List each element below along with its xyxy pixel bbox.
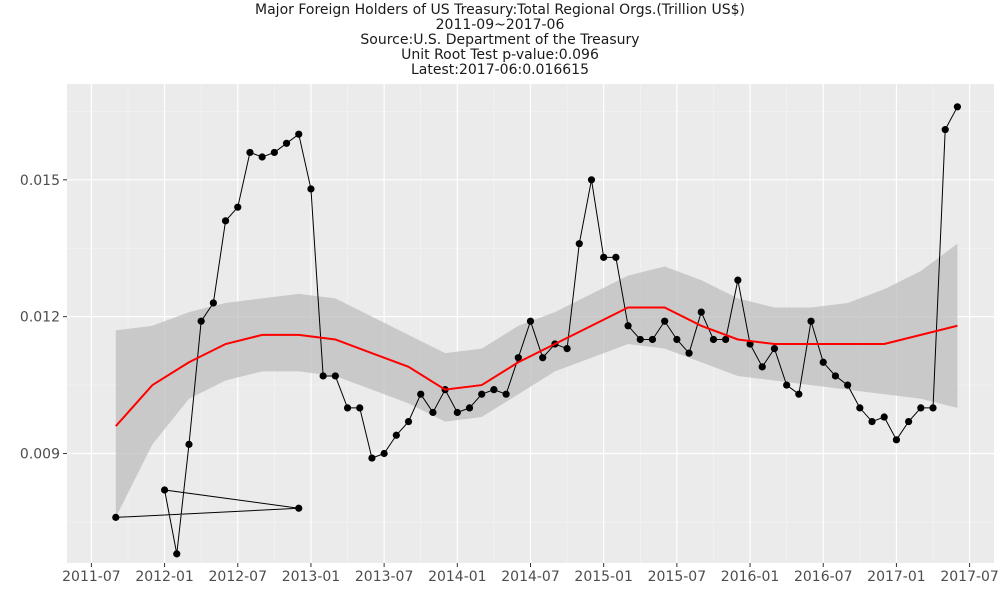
data-point bbox=[112, 513, 120, 521]
data-point bbox=[831, 372, 840, 380]
data-point bbox=[856, 404, 864, 412]
data-point bbox=[905, 417, 913, 426]
x-tick-label: 2014-01 bbox=[428, 569, 487, 585]
data-point bbox=[929, 404, 937, 412]
x-tick-label: 2015-07 bbox=[648, 569, 707, 585]
data-point bbox=[575, 240, 583, 248]
x-tick-label: 2017-07 bbox=[940, 569, 999, 585]
data-point bbox=[953, 103, 962, 111]
data-point bbox=[648, 335, 657, 344]
series-points bbox=[112, 103, 962, 558]
x-axis: 2011-07 2012-01 2012-07 2013-01 2013-07 2014-… bbox=[62, 563, 999, 585]
data-point bbox=[331, 372, 339, 380]
data-point bbox=[746, 340, 754, 348]
data-point bbox=[392, 431, 400, 439]
x-tick-label: 2014-07 bbox=[501, 569, 560, 585]
data-point bbox=[380, 449, 388, 458]
data-point bbox=[844, 381, 852, 389]
x-tick-label: 2016-01 bbox=[721, 569, 780, 585]
data-point bbox=[587, 176, 596, 184]
data-point bbox=[661, 317, 669, 325]
data-point bbox=[490, 386, 498, 394]
data-point bbox=[636, 335, 644, 344]
data-point bbox=[783, 381, 791, 389]
data-point bbox=[356, 404, 364, 412]
data-point bbox=[734, 276, 742, 284]
data-point bbox=[307, 185, 315, 193]
data-point bbox=[295, 504, 303, 512]
data-point bbox=[868, 417, 876, 426]
data-point bbox=[563, 344, 571, 353]
data-point bbox=[404, 417, 413, 426]
data-point bbox=[624, 322, 632, 330]
x-tick-label: 2013-01 bbox=[282, 569, 341, 585]
data-point bbox=[709, 335, 718, 344]
x-tick-label: 2012-01 bbox=[135, 569, 194, 585]
data-point bbox=[941, 126, 949, 134]
y-tick-label: 0.009 bbox=[20, 447, 60, 463]
data-point bbox=[173, 550, 181, 558]
title-line-5: Latest:2017-06:0.016615 bbox=[411, 62, 589, 78]
data-point bbox=[429, 408, 437, 417]
data-point bbox=[343, 404, 352, 412]
data-point bbox=[160, 486, 169, 494]
data-point bbox=[246, 148, 254, 157]
data-point bbox=[612, 253, 620, 261]
x-tick-label: 2015-01 bbox=[574, 569, 633, 585]
data-point bbox=[685, 349, 693, 357]
x-tick-label: 2016-07 bbox=[794, 569, 853, 585]
data-point bbox=[770, 344, 779, 353]
x-tick-label: 2011-07 bbox=[62, 569, 121, 585]
data-point bbox=[197, 317, 205, 325]
data-point bbox=[892, 436, 901, 444]
data-point bbox=[319, 372, 327, 380]
data-point bbox=[880, 413, 888, 421]
x-tick-label: 2012-07 bbox=[209, 569, 268, 585]
data-point bbox=[697, 308, 705, 316]
data-point bbox=[282, 139, 291, 147]
data-point bbox=[526, 317, 535, 325]
data-point bbox=[295, 130, 303, 138]
title-line-1: Major Foreign Holders of US Treasury:Tot… bbox=[255, 2, 745, 18]
y-axis: 0.009 0.012 0.015 bbox=[20, 173, 67, 463]
data-point bbox=[234, 203, 242, 211]
data-point bbox=[368, 454, 376, 462]
title-line-4: Unit Root Test p-value:0.096 bbox=[401, 47, 599, 63]
title-line-2: 2011-09~2017-06 bbox=[435, 17, 565, 33]
data-point bbox=[807, 317, 815, 325]
data-point bbox=[453, 408, 461, 417]
data-point bbox=[673, 335, 681, 344]
data-point bbox=[185, 440, 193, 448]
x-tick-label: 2013-07 bbox=[355, 569, 414, 585]
y-tick-label: 0.012 bbox=[20, 310, 60, 326]
data-point bbox=[502, 390, 510, 398]
data-point bbox=[722, 335, 730, 344]
data-point bbox=[795, 390, 803, 398]
data-point bbox=[514, 354, 522, 362]
chart-title: Major Foreign Holders of US Treasury:Tot… bbox=[0, 3, 1000, 78]
data-point bbox=[209, 299, 217, 307]
smooth-line bbox=[115, 306, 958, 427]
y-tick-label: 0.015 bbox=[20, 173, 60, 189]
confidence-band bbox=[115, 243, 958, 518]
data-point bbox=[819, 358, 827, 366]
data-point bbox=[600, 253, 608, 261]
x-tick-label: 2017-01 bbox=[867, 569, 926, 585]
title-line-3: Source:U.S. Department of the Treasury bbox=[360, 32, 640, 48]
data-point bbox=[758, 363, 766, 371]
data-point bbox=[258, 153, 266, 161]
data-point bbox=[917, 404, 925, 412]
data-point bbox=[465, 404, 474, 412]
data-point bbox=[270, 148, 278, 157]
data-point bbox=[478, 390, 486, 398]
data-point bbox=[417, 390, 425, 398]
data-point bbox=[221, 217, 230, 225]
data-point bbox=[539, 354, 547, 362]
